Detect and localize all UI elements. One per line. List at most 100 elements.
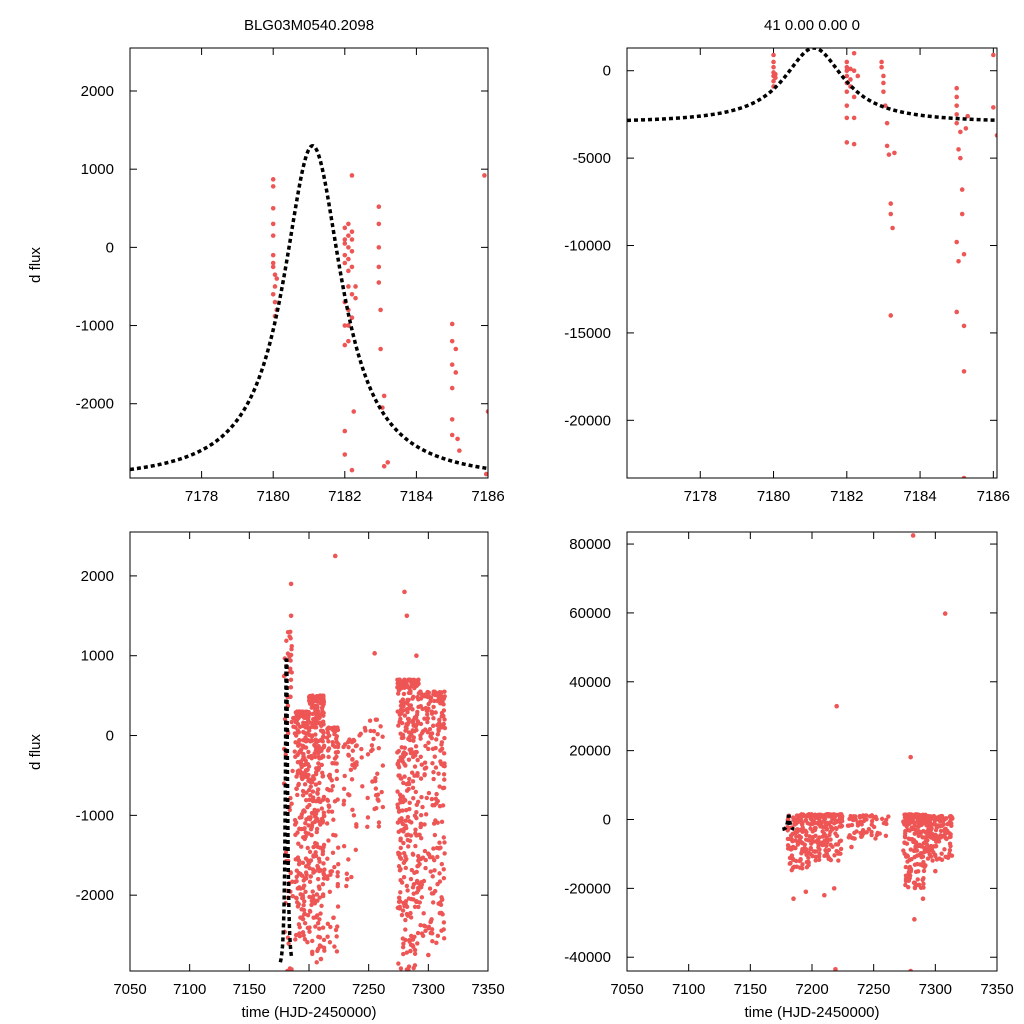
data-point xyxy=(294,786,299,791)
data-point xyxy=(342,252,348,258)
data-point xyxy=(402,589,407,595)
data-point xyxy=(437,803,443,809)
data-point xyxy=(415,695,420,700)
data-point xyxy=(329,778,335,783)
data-point xyxy=(434,940,439,946)
data-point xyxy=(426,852,432,857)
data-point xyxy=(400,908,406,913)
x-tick-label: 7050 xyxy=(113,981,146,998)
data-point xyxy=(292,731,298,736)
data-point xyxy=(321,937,327,943)
data-point xyxy=(370,779,375,784)
data-point xyxy=(411,882,417,887)
data-point xyxy=(294,868,300,873)
x-tick-label: 7350 xyxy=(980,981,1013,998)
data-point xyxy=(816,854,822,859)
data-point xyxy=(289,967,294,971)
data-point xyxy=(296,901,301,907)
fit-summary: 41 0.00 0.00 0 xyxy=(764,17,860,34)
data-point xyxy=(844,64,850,70)
data-point xyxy=(316,884,322,889)
data-point xyxy=(916,824,921,830)
data-point xyxy=(415,757,420,763)
data-point xyxy=(449,338,455,344)
data-point xyxy=(431,821,437,826)
data-point xyxy=(307,849,313,855)
data-point xyxy=(915,877,920,882)
data-point xyxy=(851,68,857,74)
data-point xyxy=(418,885,424,890)
data-point xyxy=(825,820,830,826)
data-point xyxy=(930,858,935,863)
data-point xyxy=(441,772,447,777)
data-point xyxy=(296,781,301,787)
data-point xyxy=(376,798,381,803)
data-point xyxy=(403,899,409,904)
data-point xyxy=(810,835,816,840)
data-point xyxy=(802,813,807,818)
y-tick-label: 1000 xyxy=(81,161,114,178)
data-point xyxy=(437,720,442,725)
data-point xyxy=(830,815,836,820)
data-point xyxy=(426,746,431,752)
figure-title: BLG03M0540.2098 xyxy=(244,17,374,34)
data-point xyxy=(909,856,914,862)
data-point xyxy=(939,857,945,863)
data-point xyxy=(289,670,294,675)
data-point xyxy=(790,857,796,862)
data-point xyxy=(420,933,426,938)
data-point xyxy=(414,653,419,659)
data-point xyxy=(410,728,415,733)
data-point xyxy=(408,876,414,882)
data-point xyxy=(907,866,912,871)
data-point xyxy=(408,942,414,948)
data-point xyxy=(320,851,325,857)
data-point xyxy=(869,822,875,827)
data-point xyxy=(849,844,854,850)
data-point xyxy=(921,863,927,868)
plot-frame xyxy=(626,47,998,479)
data-point xyxy=(403,798,408,803)
data-point xyxy=(869,832,874,838)
data-point xyxy=(320,818,326,824)
data-point xyxy=(335,870,340,875)
data-point xyxy=(433,745,438,751)
data-point xyxy=(351,737,356,743)
data-point xyxy=(437,840,442,845)
data-point xyxy=(342,260,348,266)
data-point xyxy=(847,816,852,822)
plot-area xyxy=(627,48,997,478)
data-point xyxy=(375,731,380,737)
data-point xyxy=(346,268,351,274)
data-point xyxy=(342,323,348,328)
y-tick-label: -1000 xyxy=(76,318,114,335)
data-point xyxy=(342,342,348,348)
data-point xyxy=(881,80,886,86)
data-point xyxy=(408,833,414,838)
data-point xyxy=(354,743,359,748)
data-point xyxy=(958,155,963,161)
data-point xyxy=(293,937,298,942)
data-point xyxy=(431,846,436,851)
data-point xyxy=(307,929,312,934)
panel-top-right: 7178 7180 7182 7184 7186 -20000 -15000 -10000 -5… xyxy=(564,47,1010,505)
data-point xyxy=(942,611,948,616)
data-point xyxy=(376,824,382,829)
data-point xyxy=(839,818,845,823)
data-point xyxy=(301,903,306,908)
data-point xyxy=(334,949,340,954)
y-tick-label: -2000 xyxy=(76,396,114,413)
data-point xyxy=(418,923,423,928)
data-point xyxy=(417,861,422,867)
data-point xyxy=(311,844,316,850)
data-point xyxy=(315,898,320,903)
data-point xyxy=(933,827,939,833)
data-point xyxy=(931,813,937,819)
data-point xyxy=(449,385,455,391)
data-point xyxy=(289,643,294,649)
data-point xyxy=(927,825,933,831)
data-point xyxy=(325,797,330,803)
data-point xyxy=(906,870,912,875)
data-point xyxy=(308,793,313,798)
data-point xyxy=(412,947,418,953)
